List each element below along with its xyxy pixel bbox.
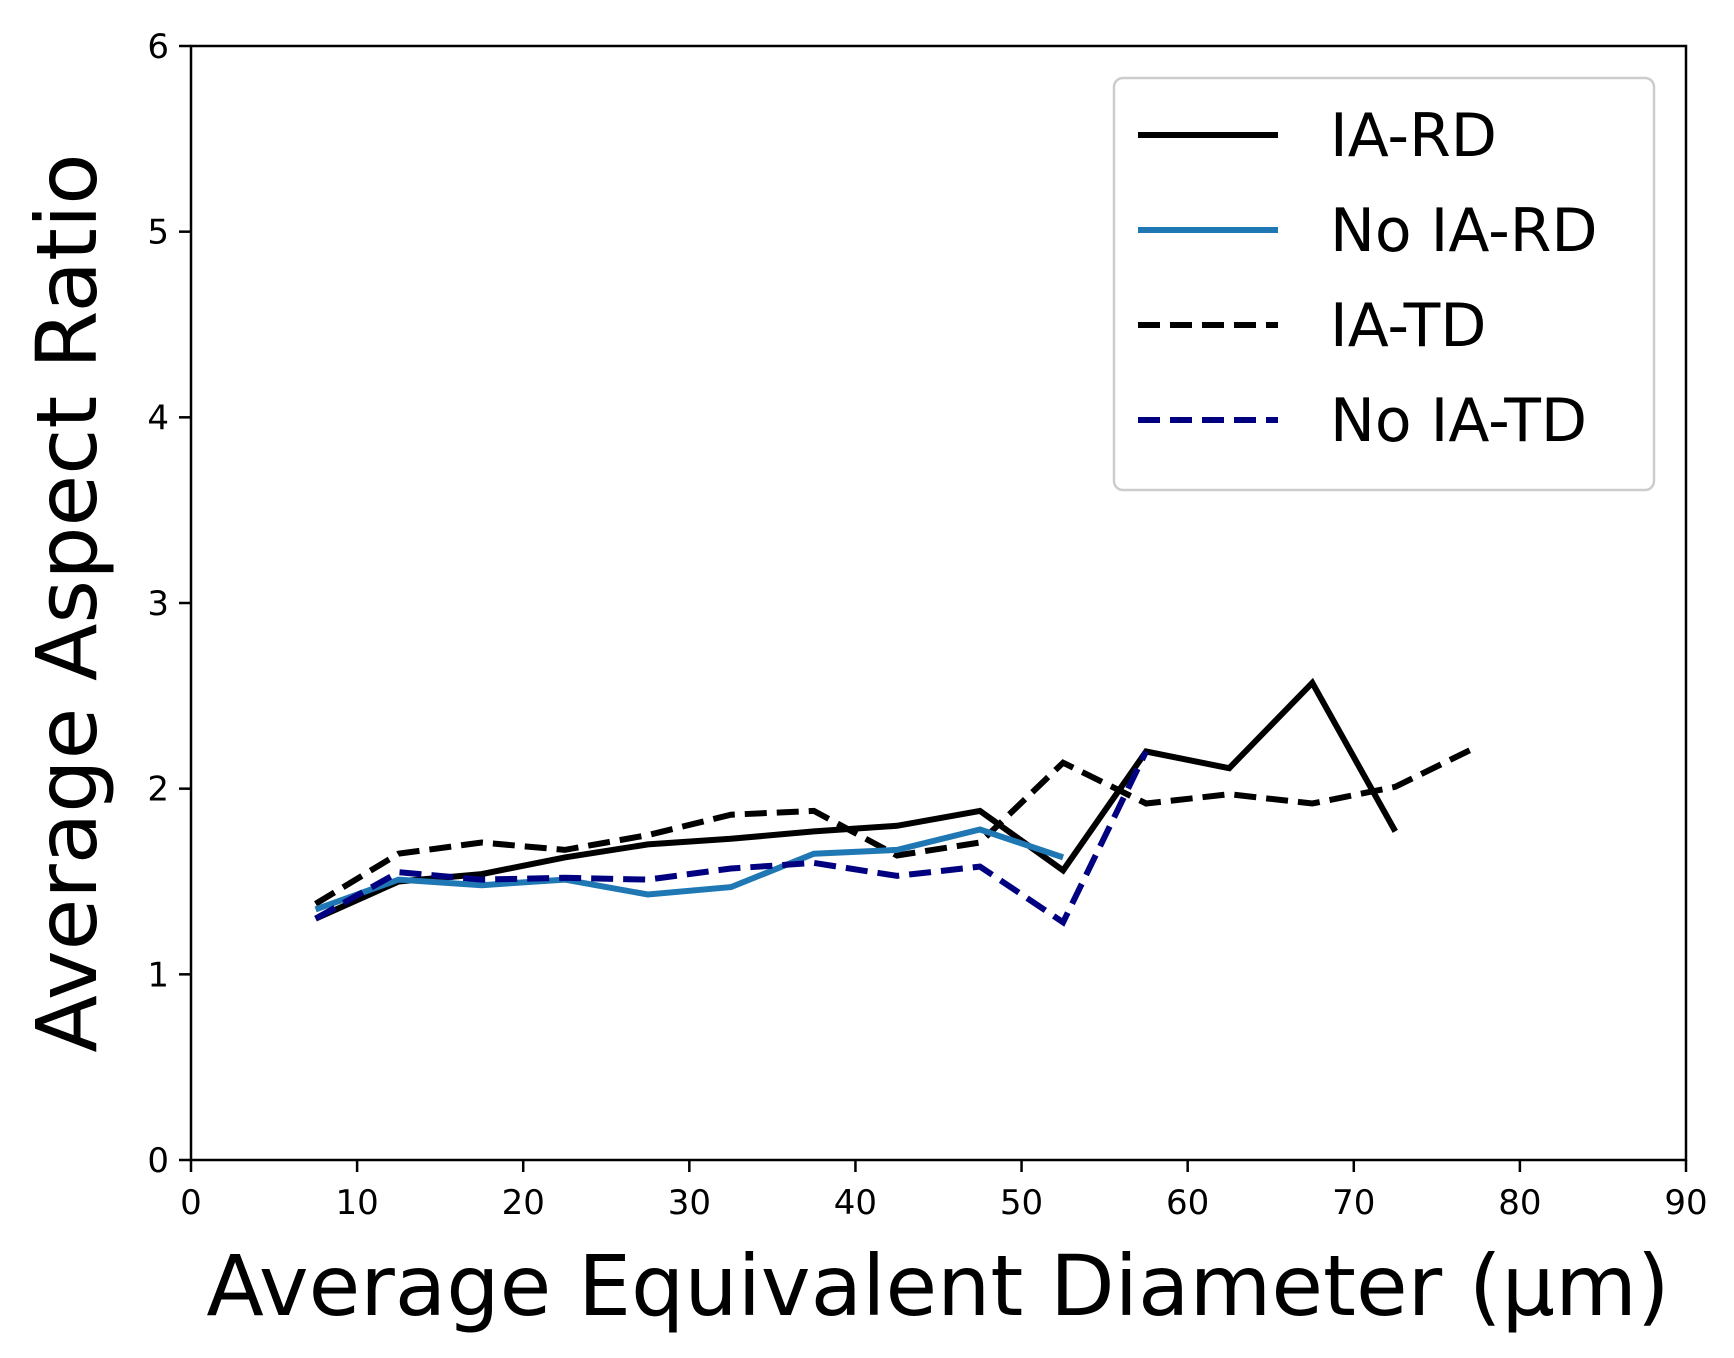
y-tick-label: 0 (147, 1141, 169, 1181)
y-tick-label: 2 (147, 770, 169, 810)
y-tick-label: 6 (147, 27, 169, 67)
y-tick-label: 1 (147, 955, 169, 995)
x-tick-label: 60 (1166, 1183, 1209, 1223)
x-axis-label: Average Equivalent Diameter (μm) (206, 1237, 1669, 1335)
x-tick-label: 10 (335, 1183, 378, 1223)
x-tick-label: 50 (1000, 1183, 1043, 1223)
ticks-layer: 0 10 20 30 40 50 60 70 80 90 0 1 2 3 4 5 6 (147, 27, 1707, 1223)
legend: IA-RD No IA-RD IA-TD No IA-TD (1112, 76, 1656, 492)
x-tick-label: 0 (180, 1183, 202, 1223)
series-line-no-ia-rd (314, 826, 1065, 913)
x-tick-label: 40 (834, 1183, 877, 1223)
series-line-no-ia-td (314, 750, 1149, 927)
x-tick-label: 30 (668, 1183, 711, 1223)
legend-label: No IA-TD (1330, 386, 1587, 456)
series-line-ia-td (314, 743, 1480, 907)
x-tick-label: 80 (1498, 1183, 1541, 1223)
x-tick-label: 20 (502, 1183, 545, 1223)
y-tick-label: 4 (147, 398, 169, 438)
y-tick-label: 5 (147, 213, 169, 253)
series-line-ia-rd (314, 677, 1398, 922)
legend-label: No IA-RD (1330, 196, 1598, 266)
y-axis-label: Average Aspect Ratio (18, 153, 116, 1052)
series-layer (314, 677, 1480, 927)
legend-label: IA-RD (1330, 101, 1497, 171)
x-tick-label: 90 (1664, 1183, 1707, 1223)
y-tick-label: 3 (147, 584, 169, 624)
legend-label: IA-TD (1330, 291, 1486, 361)
x-tick-label: 70 (1332, 1183, 1375, 1223)
legend-box (1112, 76, 1656, 492)
